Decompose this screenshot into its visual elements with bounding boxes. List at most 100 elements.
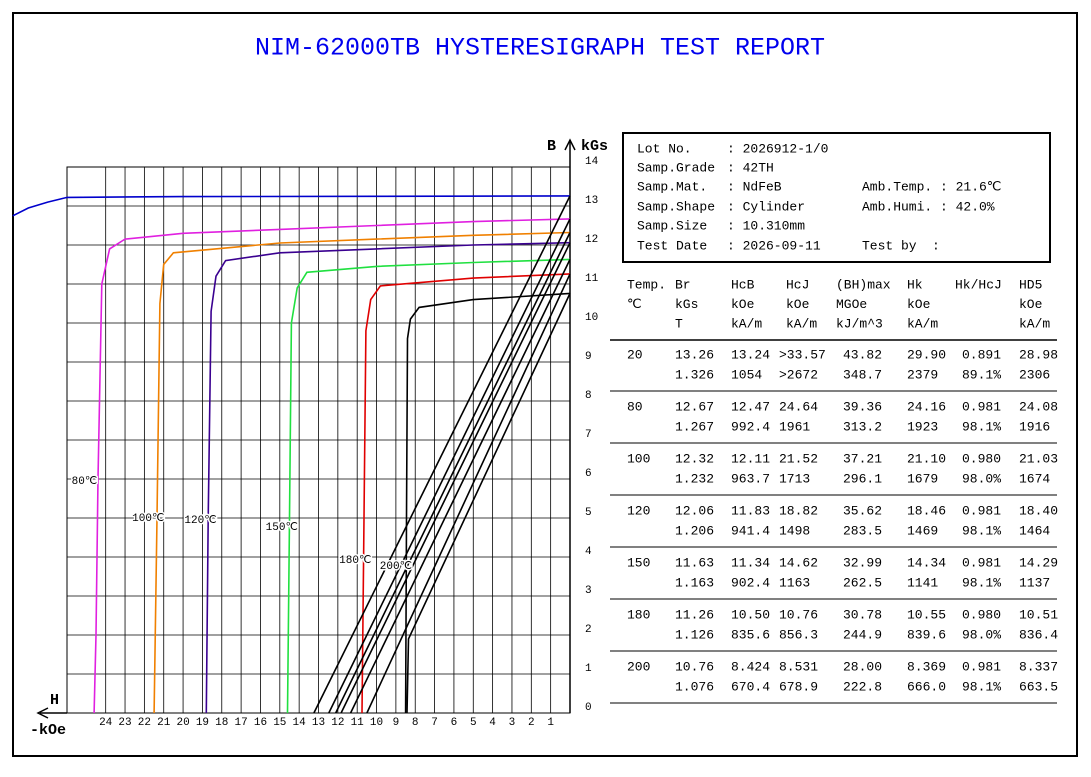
x-tick-label: 18	[215, 717, 228, 729]
value-cell: 98.0%	[962, 471, 1001, 486]
value-cell: 963.7	[731, 471, 770, 486]
value-cell: 35.62	[843, 503, 882, 518]
x-axis-unit: -kOe	[30, 722, 66, 739]
value-cell: 21.10	[907, 451, 946, 466]
info-label: Amb.Temp.	[862, 179, 932, 194]
value-cell: 13.24	[731, 347, 770, 362]
info-value: : 2026912-1/0	[727, 141, 828, 156]
value-cell: 12.06	[675, 503, 714, 518]
value-cell: 0.891	[962, 347, 1001, 362]
x-tick-label: 14	[293, 717, 307, 729]
value-cell: 839.6	[907, 627, 946, 642]
value-cell: 283.5	[843, 523, 882, 538]
column-header: kJ/m^3	[836, 316, 883, 331]
value-cell: 1916	[1019, 419, 1050, 434]
value-cell: 14.62	[779, 555, 818, 570]
temp-cell: 120	[627, 503, 650, 518]
temp-cell: 80	[627, 399, 643, 414]
value-cell: 12.47	[731, 399, 770, 414]
x-tick-label: 20	[176, 717, 189, 729]
x-tick-label: 19	[196, 717, 209, 729]
column-header: HD5	[1019, 277, 1042, 292]
x-tick-label: 4	[489, 717, 496, 729]
curve	[340, 242, 571, 714]
value-cell: 1.163	[675, 575, 714, 590]
temp-cell: 180	[627, 607, 650, 622]
value-cell: 1.326	[675, 367, 714, 382]
value-cell: 10.76	[779, 607, 818, 622]
column-header: kA/m	[1019, 316, 1050, 331]
x-tick-label: 3	[509, 717, 516, 729]
value-cell: 29.90	[907, 347, 946, 362]
value-cell: 1.126	[675, 627, 714, 642]
value-cell: 296.1	[843, 471, 882, 486]
x-tick-label: 7	[431, 717, 438, 729]
value-cell: 24.08	[1019, 399, 1058, 414]
value-cell: 1141	[907, 575, 938, 590]
column-header: kOe	[1019, 297, 1042, 312]
value-cell: 11.63	[675, 555, 714, 570]
value-cell: 10.51	[1019, 607, 1058, 622]
value-cell: 0.980	[962, 607, 1001, 622]
value-cell: 1.232	[675, 471, 714, 486]
info-label: Test Date	[637, 238, 707, 253]
value-cell: 98.1%	[962, 575, 1001, 590]
info-value: : 2026-09-11	[727, 238, 821, 253]
info-label: Lot No.	[637, 141, 692, 156]
value-cell: 1.076	[675, 679, 714, 694]
temp-cell: 20	[627, 347, 643, 362]
value-cell: 1498	[779, 523, 810, 538]
value-cell: 18.40	[1019, 503, 1058, 518]
x-tick-label: 12	[331, 717, 344, 729]
column-header: T	[675, 316, 683, 331]
value-cell: 28.98	[1019, 347, 1058, 362]
curve	[93, 218, 571, 714]
value-cell: 14.29	[1019, 555, 1058, 570]
value-cell: 98.0%	[962, 627, 1001, 642]
info-label: Samp.Size	[637, 218, 707, 233]
curve	[205, 241, 571, 714]
info-box	[622, 132, 1051, 263]
value-cell: 12.67	[675, 399, 714, 414]
x-tick-label: 23	[118, 717, 131, 729]
value-cell: 10.55	[907, 607, 946, 622]
value-cell: >2672	[779, 367, 818, 382]
column-header: HcB	[731, 277, 755, 292]
curve-label: 180℃	[339, 555, 371, 567]
value-cell: 1713	[779, 471, 810, 486]
curve	[12, 195, 571, 217]
y-axis-arrow	[564, 138, 576, 151]
value-cell: 14.34	[907, 555, 946, 570]
column-header: Hk	[907, 277, 923, 292]
x-tick-label: 15	[273, 717, 286, 729]
value-cell: 670.4	[731, 679, 770, 694]
x-tick-label: 22	[138, 717, 151, 729]
value-cell: 835.6	[731, 627, 770, 642]
grid	[66, 166, 571, 714]
value-cell: 21.03	[1019, 451, 1058, 466]
x-tick-label: 10	[370, 717, 383, 729]
info-label: Samp.Grade	[637, 160, 715, 175]
column-header: (BH)max	[836, 277, 891, 292]
column-header: kOe	[786, 297, 809, 312]
value-cell: 1923	[907, 419, 938, 434]
info-value: : 42.0%	[940, 199, 995, 214]
x-tick-label: 2	[528, 717, 535, 729]
info-value: : 10.310mm	[727, 218, 805, 233]
value-cell: 244.9	[843, 627, 882, 642]
y-tick-label: 12	[585, 234, 598, 246]
curve	[328, 218, 571, 714]
y-axis-unit: kGs	[581, 138, 608, 155]
page-border	[12, 12, 1078, 757]
value-cell: 24.16	[907, 399, 946, 414]
value-cell: 1.206	[675, 523, 714, 538]
column-header: Temp.	[627, 277, 666, 292]
y-tick-label: 0	[585, 702, 592, 714]
value-cell: >33.57	[779, 347, 826, 362]
curve	[404, 292, 571, 714]
info-value: : 21.6℃	[940, 179, 1001, 194]
value-cell: 2306	[1019, 367, 1050, 382]
value-cell: 1961	[779, 419, 810, 434]
value-cell: 313.2	[843, 419, 882, 434]
info-value: : Cylinder	[727, 199, 805, 214]
